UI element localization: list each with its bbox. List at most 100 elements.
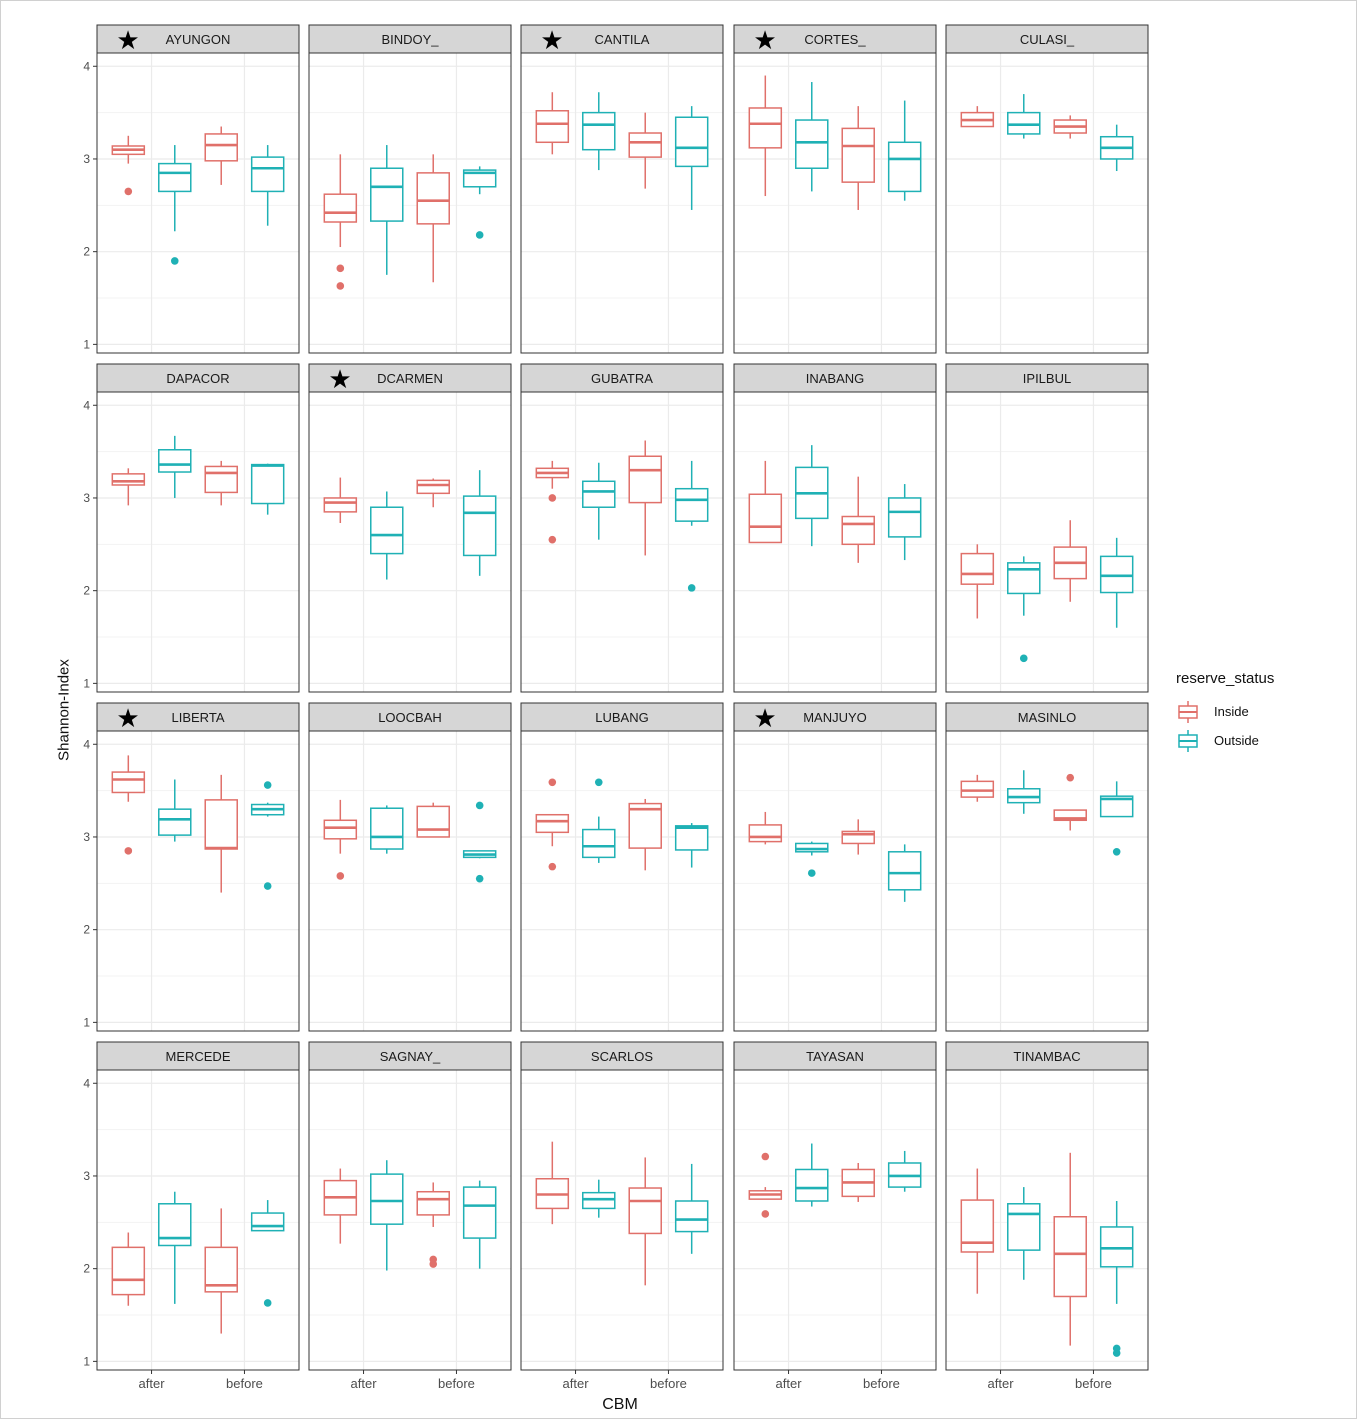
box-body (323, 193, 358, 223)
facet-panel-inabang: INABANG (733, 363, 937, 693)
box-before-outside (462, 801, 497, 883)
box-before-outside (250, 463, 285, 515)
box-body (674, 487, 709, 522)
box-body (960, 1199, 995, 1253)
box-after-outside (370, 491, 404, 580)
facet-strip-label: SCARLOS (591, 1049, 653, 1064)
box-body (323, 497, 358, 513)
box-body (111, 473, 146, 486)
x-tick-label: before (863, 1376, 900, 1391)
facet-panel-bindoy: BINDOY_ (308, 24, 512, 354)
box-after-inside (111, 755, 146, 855)
box-before-outside (462, 1180, 497, 1269)
panel-border (520, 1069, 724, 1371)
panel-border (945, 391, 1149, 693)
box-before-inside (841, 819, 875, 855)
box-before-outside (1099, 781, 1134, 856)
outlier-point (263, 781, 272, 789)
box-after-inside (323, 154, 358, 290)
y-tick-label: 2 (83, 584, 90, 598)
box-body (628, 1187, 662, 1235)
box-body (416, 479, 450, 495)
facet-strip-label: DAPACOR (166, 371, 229, 386)
box-body (674, 825, 709, 851)
box-before-inside (416, 478, 450, 508)
outlier-point (1066, 773, 1075, 782)
y-tick-label: 2 (83, 245, 90, 259)
box-body (1099, 795, 1134, 818)
box-after-inside (748, 811, 783, 845)
y-tick-label: 1 (83, 676, 90, 690)
legend-label-inside: Inside (1214, 704, 1249, 719)
box-before-outside (1099, 537, 1134, 628)
panel-border (520, 52, 724, 354)
box-before-outside (674, 823, 709, 868)
box-body (1099, 555, 1134, 594)
panel-background (521, 53, 723, 353)
facet-panel-manjuyo: MANJUYO ★ (733, 702, 937, 1032)
facet-panel-loocbah: LOOCBAH (308, 702, 512, 1032)
outlier-point (548, 862, 557, 871)
facet-panel-cantila: CANTILA ★ (520, 24, 724, 354)
box-before-outside (887, 484, 922, 561)
box-body (370, 807, 404, 850)
box-body (582, 111, 616, 151)
facet-strip-label: CULASI_ (1020, 32, 1075, 47)
box-body (416, 172, 450, 225)
x-tick-label: before (226, 1376, 263, 1391)
box-before-outside (887, 1150, 922, 1192)
box-before-outside (250, 1200, 285, 1307)
box-before-outside (250, 781, 285, 890)
box-body (111, 1246, 146, 1296)
box-after-inside (748, 1152, 783, 1218)
outlier-point (548, 778, 557, 787)
x-tick-label: before (438, 1376, 475, 1391)
facet-strip-label: MERCEDE (165, 1049, 230, 1064)
outlier-point (336, 264, 345, 273)
box-body (887, 141, 922, 193)
panel-background (521, 731, 723, 1031)
facet-panel-cortes: CORTES_ ★ (733, 24, 937, 354)
box-after-outside (158, 779, 192, 842)
box-before-inside (628, 112, 662, 189)
box-after-inside (535, 1141, 570, 1225)
outlier-point (263, 1299, 272, 1307)
y-tick-label: 3 (83, 830, 90, 844)
box-before-inside (1053, 773, 1087, 831)
box-body (158, 449, 192, 473)
box-before-inside (416, 154, 450, 283)
box-after-inside (748, 75, 783, 197)
facet-strip-label: SAGNAY_ (380, 1049, 441, 1064)
facet-panel-tayasan: TAYASAN after before (733, 1041, 937, 1391)
box-body (674, 116, 709, 168)
panel-background (946, 731, 1148, 1031)
box-body (582, 1191, 616, 1210)
outlier-point (1019, 654, 1028, 663)
box-body (250, 1212, 285, 1232)
facet-strip-label: TINAMBAC (1013, 1049, 1080, 1064)
outlier-point (475, 874, 484, 883)
y-tick-label: 4 (83, 737, 90, 751)
facet-strip (733, 363, 937, 393)
facet-strip-label: INABANG (806, 371, 865, 386)
box-after-outside (1007, 94, 1041, 139)
box-body (111, 771, 146, 794)
x-tick-label: after (139, 1376, 166, 1391)
box-before-inside (204, 1208, 238, 1334)
box-body (628, 455, 662, 504)
box-body (535, 813, 570, 834)
facet-strip-label: LIBERTA (172, 710, 225, 725)
box-after-outside (582, 92, 616, 171)
facet-panel-dcarmen: DCARMEN ★ (308, 363, 512, 693)
facet-strip-label: DCARMEN (377, 371, 443, 386)
box-before-inside (204, 774, 238, 893)
box-body (1099, 1226, 1134, 1268)
box-after-inside (748, 460, 783, 544)
legend-key-inside (1178, 701, 1198, 723)
box-body (370, 167, 404, 222)
x-tick-label: before (1075, 1376, 1112, 1391)
box-body (1007, 1203, 1041, 1251)
box-body (748, 107, 783, 149)
star-icon: ★ (753, 26, 776, 56)
box-before-outside (250, 145, 285, 226)
